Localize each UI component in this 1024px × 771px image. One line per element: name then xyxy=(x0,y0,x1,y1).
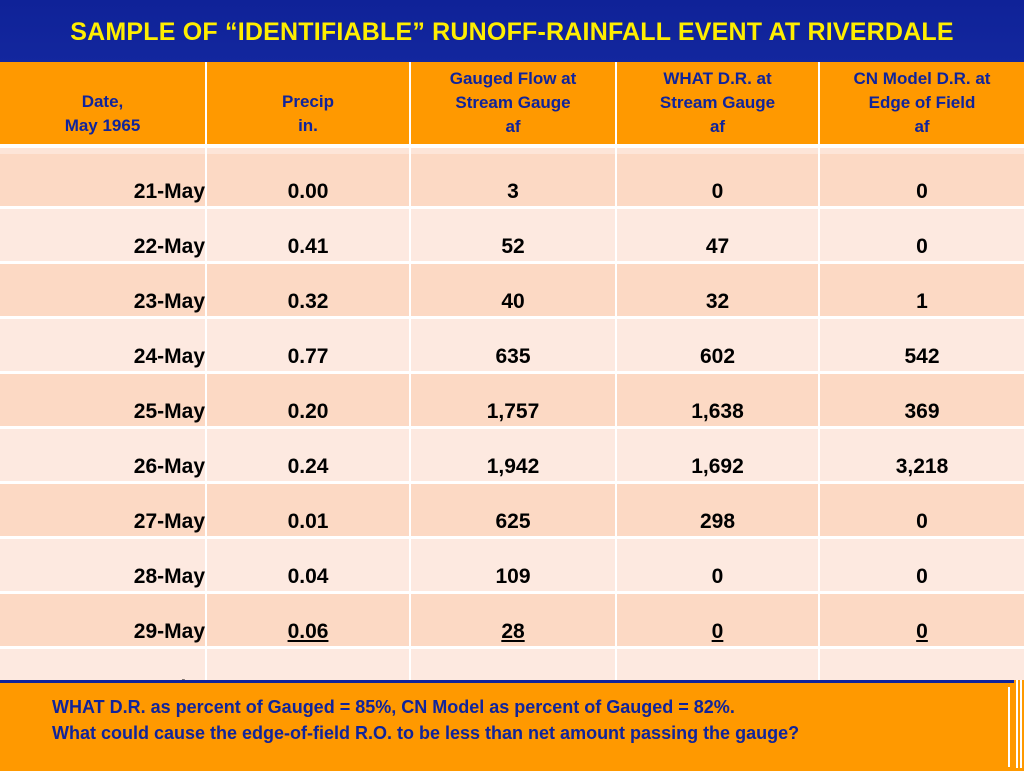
cell-gauged: 28 xyxy=(410,592,617,649)
cell-gauged-value: 28 xyxy=(501,620,525,643)
header-cn-line3: af xyxy=(914,117,930,136)
table-row: 27-May 0.01 625 298 0 xyxy=(0,482,1024,539)
cell-precip: 0.06 xyxy=(206,592,411,649)
cell-precip: 0.01 xyxy=(206,482,411,539)
title-bar: SAMPLE OF “IDENTIFIABLE” RUNOFF-RAINFALL… xyxy=(0,0,1024,64)
cell-gauged: 52 xyxy=(410,207,617,264)
cell-what-dr: 602 xyxy=(616,317,820,374)
cell-cn-dr: 0 xyxy=(819,154,1024,209)
header-precip: Precip in. xyxy=(206,62,411,148)
cell-date: 21-May xyxy=(0,154,207,209)
table-row: 25-May 0.20 1,757 1,638 369 xyxy=(0,372,1024,429)
cell-gauged: 1,757 xyxy=(410,372,617,429)
cell-cn-dr: 1 xyxy=(819,262,1024,319)
table-row: 22-May 0.41 52 47 0 xyxy=(0,207,1024,264)
cell-cn-dr: 0 xyxy=(819,207,1024,264)
header-gauged-flow: Gauged Flow at Stream Gauge af xyxy=(410,62,617,148)
cell-precip: 0.41 xyxy=(206,207,411,264)
header-what-line2: Stream Gauge xyxy=(659,93,776,112)
cell-date: 26-May xyxy=(0,427,207,484)
cell-cn-dr: 3,218 xyxy=(819,427,1024,484)
header-cn-line1: CN Model D.R. at xyxy=(853,69,991,88)
cell-gauged: 625 xyxy=(410,482,617,539)
header-date-line2: May 1965 xyxy=(64,116,141,135)
table-row: 28-May 0.04 109 0 0 xyxy=(0,537,1024,594)
cell-precip: 0.32 xyxy=(206,262,411,319)
header-precip-line2: in. xyxy=(298,116,318,135)
cell-precip-value: 0.06 xyxy=(287,620,329,643)
cell-what-dr: 0 xyxy=(616,592,820,649)
cell-what-dr: 298 xyxy=(616,482,820,539)
table-row: 21-May 0.00 3 0 0 xyxy=(0,154,1024,209)
header-gauged-line3: af xyxy=(505,117,521,136)
cell-date: 27-May xyxy=(0,482,207,539)
cell-date: 25-May xyxy=(0,372,207,429)
cell-cn-dr: 0 xyxy=(819,482,1024,539)
cell-precip: 0.20 xyxy=(206,372,411,429)
header-gauged-line2: Stream Gauge xyxy=(455,93,571,112)
cell-what-dr: 0 xyxy=(616,537,820,594)
table-row: 29-May 0.06 28 0 0 xyxy=(0,592,1024,649)
cell-precip: 0.00 xyxy=(206,154,411,209)
table-row: 24-May 0.77 635 602 542 xyxy=(0,317,1024,374)
cell-gauged: 1,942 xyxy=(410,427,617,484)
header-precip-line1: Precip xyxy=(282,92,334,111)
header-what-line3: af xyxy=(709,117,726,136)
cell-cn-dr-value: 0 xyxy=(916,620,928,643)
runoff-table: Date, May 1965 Precip in. Gauged Flow at… xyxy=(0,62,1024,706)
header-cn-model-dr: CN Model D.R. at Edge of Field af xyxy=(819,62,1024,148)
cell-precip: 0.24 xyxy=(206,427,411,484)
cell-date: 23-May xyxy=(0,262,207,319)
header-what-line1: WHAT D.R. at xyxy=(663,69,772,88)
cell-cn-dr: 0 xyxy=(819,592,1024,649)
cell-cn-dr: 0 xyxy=(819,537,1024,594)
cell-what-dr-value: 0 xyxy=(711,620,724,643)
data-table-container: Date, May 1965 Precip in. Gauged Flow at… xyxy=(0,62,1024,706)
cell-what-dr: 1,692 xyxy=(616,427,820,484)
cell-gauged: 3 xyxy=(410,154,617,209)
cell-precip: 0.77 xyxy=(206,317,411,374)
note-box: WHAT D.R. as percent of Gauged = 85%, CN… xyxy=(0,680,1024,771)
header-gauged-line1: Gauged Flow at xyxy=(449,69,577,88)
slide-title: SAMPLE OF “IDENTIFIABLE” RUNOFF-RAINFALL… xyxy=(70,17,954,46)
cell-what-dr: 1,638 xyxy=(616,372,820,429)
cell-cn-dr: 542 xyxy=(819,317,1024,374)
cell-gauged: 635 xyxy=(410,317,617,374)
table-row: 26-May 0.24 1,942 1,692 3,218 xyxy=(0,427,1024,484)
decorative-stripes xyxy=(1014,680,1024,768)
cell-what-dr: 32 xyxy=(616,262,820,319)
note-line-1: WHAT D.R. as percent of Gauged = 85%, CN… xyxy=(52,697,735,717)
cell-precip: 0.04 xyxy=(206,537,411,594)
note-panel: WHAT D.R. as percent of Gauged = 85%, CN… xyxy=(8,687,1010,767)
cell-gauged: 40 xyxy=(410,262,617,319)
header-cn-line2: Edge of Field xyxy=(868,93,976,112)
cell-date: 22-May xyxy=(0,207,207,264)
note-line-2: What could cause the edge-of-field R.O. … xyxy=(52,723,800,743)
header-what-dr: WHAT D.R. at Stream Gauge af xyxy=(616,62,820,148)
cell-date: 28-May xyxy=(0,537,207,594)
cell-what-dr: 0 xyxy=(616,154,820,209)
table-row: 23-May 0.32 40 32 1 xyxy=(0,262,1024,319)
header-date: Date, May 1965 xyxy=(0,62,207,148)
header-date-line1: Date, xyxy=(81,92,124,111)
cell-what-dr: 47 xyxy=(616,207,820,264)
cell-date: 29-May xyxy=(0,592,207,649)
table-header-row: Date, May 1965 Precip in. Gauged Flow at… xyxy=(0,62,1024,148)
cell-date: 24-May xyxy=(0,317,207,374)
cell-cn-dr: 369 xyxy=(819,372,1024,429)
table-spacer-row xyxy=(0,146,1024,154)
cell-gauged: 109 xyxy=(410,537,617,594)
